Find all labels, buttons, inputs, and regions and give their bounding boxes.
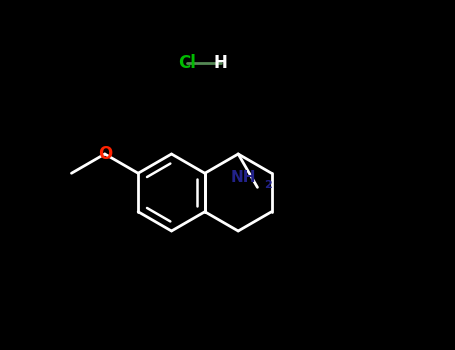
Text: O: O xyxy=(98,145,112,163)
Text: H: H xyxy=(213,54,228,72)
Text: 2: 2 xyxy=(264,180,272,190)
Text: Cl: Cl xyxy=(178,54,196,72)
Text: NH: NH xyxy=(230,169,256,184)
